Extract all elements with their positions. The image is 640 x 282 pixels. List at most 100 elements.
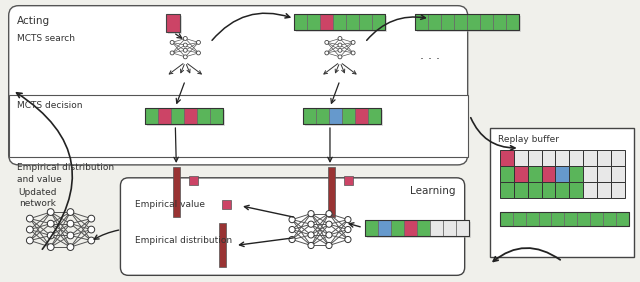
Circle shape [47,220,54,227]
Text: Updated
network: Updated network [19,188,57,208]
Bar [173,167,180,217]
Circle shape [338,36,342,40]
Bar [570,166,584,182]
Text: Learning: Learning [410,186,455,196]
Circle shape [183,43,188,47]
Circle shape [308,211,314,217]
Bar [584,166,597,182]
Bar [189,176,198,185]
Bar [454,14,467,30]
Bar [616,212,629,226]
FancyBboxPatch shape [9,6,468,165]
Bar [441,14,454,30]
Bar [320,14,333,30]
FancyBboxPatch shape [120,178,465,275]
Bar [456,220,468,235]
Bar [506,14,518,30]
Bar [417,220,430,235]
Circle shape [345,236,351,243]
Circle shape [289,226,295,233]
Bar [184,108,197,124]
Circle shape [326,211,332,217]
Circle shape [326,232,332,238]
Bar [493,14,506,30]
Bar [329,108,342,124]
Bar [220,222,226,267]
Circle shape [183,36,188,40]
Circle shape [351,40,355,44]
Bar [500,212,629,226]
Circle shape [88,215,95,222]
Circle shape [326,221,332,227]
Bar [584,150,597,166]
Circle shape [289,236,295,243]
Circle shape [26,226,33,233]
Circle shape [67,220,74,227]
Bar [597,166,611,182]
Bar [584,182,597,198]
Circle shape [47,209,54,215]
Bar [145,108,223,124]
Circle shape [325,51,329,55]
Bar [611,182,625,198]
Circle shape [345,217,351,223]
Circle shape [196,51,200,55]
Text: MCTS decision: MCTS decision [17,101,82,110]
Bar [294,14,385,30]
Text: Empirical value: Empirical value [136,200,205,209]
Circle shape [170,40,174,44]
Circle shape [308,243,314,248]
Text: Acting: Acting [17,16,50,26]
Bar [305,110,383,126]
Bar [527,166,541,182]
Bar [525,212,538,226]
Circle shape [338,55,342,59]
Bar [145,108,158,124]
Text: . . .: . . . [420,49,440,62]
Bar [294,14,307,30]
Bar [479,14,493,30]
Bar [591,212,604,226]
Circle shape [67,232,74,239]
Bar [500,212,513,226]
Circle shape [326,243,332,248]
Bar [513,182,527,198]
Bar [500,182,513,198]
Bar [527,182,541,198]
Bar [552,212,564,226]
Bar [303,108,316,124]
Bar [355,108,368,124]
Bar [513,212,525,226]
Circle shape [338,43,342,47]
Bar [430,220,443,235]
Bar [365,220,468,235]
Bar [570,150,584,166]
Bar [359,14,372,30]
Circle shape [308,232,314,238]
Bar [333,14,346,30]
Circle shape [67,244,74,250]
Bar [404,220,417,235]
Bar [166,14,180,32]
Circle shape [196,40,200,44]
Bar [316,108,329,124]
Bar [513,166,527,182]
Bar [147,110,225,126]
Bar [391,220,404,235]
Circle shape [183,48,188,52]
Bar [417,16,520,32]
Bar [597,150,611,166]
Bar [415,14,428,30]
Bar [378,220,391,235]
Bar [513,150,527,166]
Circle shape [351,51,355,55]
Circle shape [289,217,295,223]
Bar [556,166,570,182]
Bar [328,167,335,217]
Circle shape [88,226,95,233]
Bar [158,108,172,124]
Text: MCTS search: MCTS search [17,34,75,43]
Circle shape [88,237,95,244]
Bar [168,16,182,34]
Circle shape [308,221,314,227]
